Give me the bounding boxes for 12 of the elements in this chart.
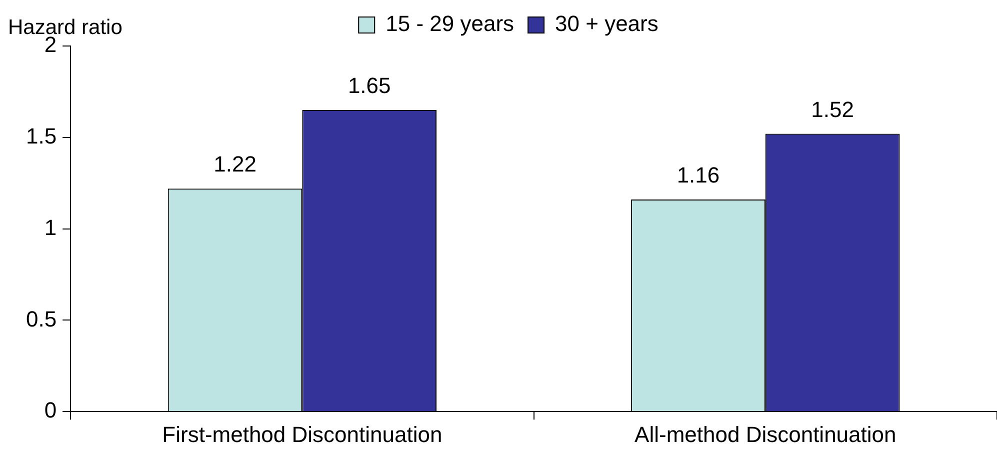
y-tick-label: 1: [44, 214, 57, 240]
y-tick-label: 0.5: [26, 306, 57, 332]
data-label: 1.22: [214, 152, 256, 177]
data-label: 1.65: [348, 73, 391, 98]
legend-label: 15 - 29 years: [386, 11, 514, 36]
y-tick-label: 1.5: [26, 123, 57, 148]
x-tick-label: All-method Discontinuation: [634, 422, 896, 447]
data-label: 1.16: [676, 162, 720, 188]
legend-label: 30 + years: [555, 11, 658, 36]
data-label: 1.52: [811, 96, 854, 122]
x-tick-label: First-method Discontinuation: [162, 422, 442, 447]
y-tick-label: 0: [44, 398, 57, 423]
